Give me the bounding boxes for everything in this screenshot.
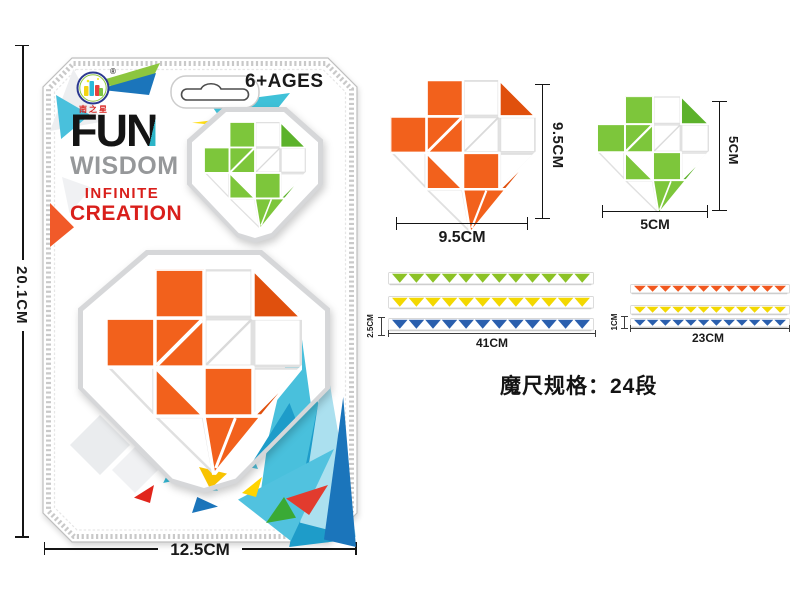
strips-length-label: 41CM bbox=[464, 336, 520, 350]
blister-bubble-large bbox=[78, 250, 330, 493]
brand-name-cn: 南之星 bbox=[79, 105, 109, 114]
dim-tick bbox=[15, 44, 29, 46]
snake-strip-row bbox=[388, 272, 594, 286]
orange-height-dim-line bbox=[542, 84, 544, 219]
dim-tick bbox=[15, 536, 29, 538]
dim-tick bbox=[43, 542, 45, 555]
title-fun: FUN bbox=[70, 108, 182, 153]
dim-tick bbox=[527, 217, 529, 230]
dim-tick bbox=[621, 328, 628, 330]
snake-strip-row bbox=[630, 316, 790, 329]
strips-length-dim-line bbox=[630, 328, 790, 330]
snake-strip-row bbox=[630, 282, 790, 295]
card-title-block: FUN WISDOM INFINITE CREATION bbox=[70, 108, 183, 225]
hang-tab bbox=[170, 75, 260, 109]
green-puzzle-photo bbox=[597, 96, 709, 214]
bubble-face bbox=[83, 255, 325, 488]
dim-tick bbox=[789, 325, 791, 332]
blister-card: ® 南之星 FUN WISDOM INFINITE CREATION 6+AGE… bbox=[42, 57, 358, 547]
dim-tick bbox=[378, 316, 385, 318]
orange-width-dim-line bbox=[396, 223, 528, 225]
title-creation: CREATION bbox=[70, 201, 183, 225]
dim-tick bbox=[621, 315, 628, 317]
strips-length-dim-line bbox=[388, 333, 595, 335]
green-width-dim-line bbox=[602, 211, 708, 213]
dim-tick bbox=[535, 83, 550, 85]
dim-tick bbox=[395, 217, 397, 230]
snake-strip-row bbox=[630, 303, 790, 316]
dim-tick bbox=[712, 210, 727, 212]
dim-tick bbox=[378, 335, 385, 337]
dim-tick bbox=[707, 205, 709, 218]
snake-strip-row bbox=[388, 318, 594, 332]
card-height-label: 20.1CM bbox=[12, 260, 31, 331]
brand-logo-icon bbox=[76, 71, 110, 105]
blister-bubble-small bbox=[187, 107, 323, 243]
age-badge: 6+AGES bbox=[245, 71, 324, 92]
dim-tick bbox=[594, 330, 596, 337]
euro-slot-hole bbox=[180, 82, 250, 101]
green-height-label: 5CM bbox=[726, 136, 741, 165]
dim-tick bbox=[712, 100, 727, 102]
green-width-label: 5CM bbox=[640, 216, 670, 232]
registered-mark: ® bbox=[110, 67, 116, 76]
green-height-dim-line bbox=[719, 101, 721, 211]
strips-length-label: 23CM bbox=[680, 331, 736, 345]
green-snake-puzzle bbox=[204, 122, 306, 229]
dim-tick bbox=[535, 218, 550, 220]
orange-puzzle-photo bbox=[390, 80, 536, 233]
orange-width-label: 9.5CM bbox=[438, 229, 486, 246]
dim-tick bbox=[601, 205, 603, 218]
orange-height-label: 9.5CM bbox=[549, 122, 566, 169]
strips-height-label: 2.5CM bbox=[366, 314, 375, 338]
title-wisdom: WISDOM bbox=[70, 151, 179, 180]
dim-tick bbox=[387, 330, 389, 337]
snake-strip-row bbox=[388, 296, 594, 310]
strips-height-label: 1CM bbox=[610, 313, 619, 331]
dim-tick bbox=[355, 542, 357, 555]
bubble-face bbox=[192, 112, 318, 238]
title-infinite: INFINITE bbox=[84, 184, 160, 202]
dim-tick bbox=[629, 325, 631, 332]
card-width-label: 12.5CM bbox=[158, 540, 242, 560]
strips-height-dim-line bbox=[381, 317, 383, 336]
spec-caption: 魔尺规格：24段 bbox=[500, 375, 658, 398]
strips-height-dim-line bbox=[624, 316, 626, 329]
